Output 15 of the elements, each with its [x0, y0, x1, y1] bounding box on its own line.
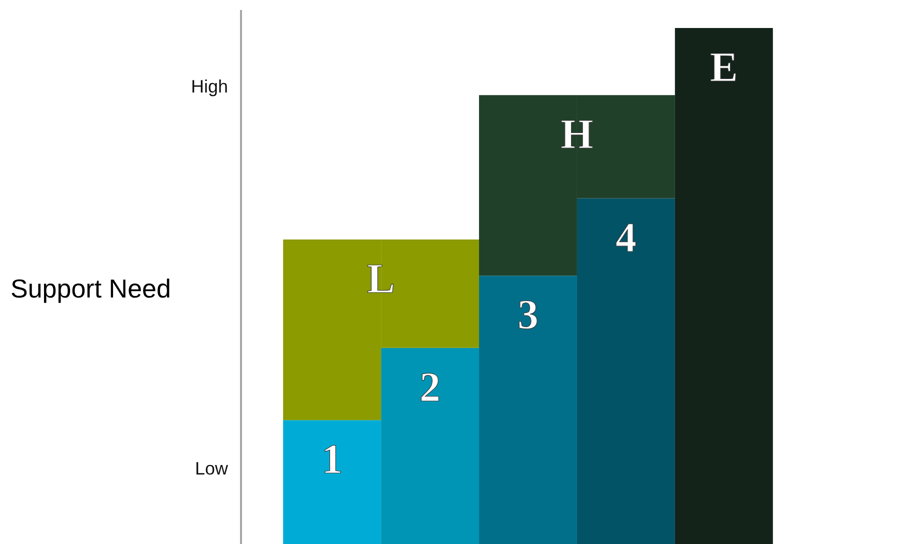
bar	[674, 28, 773, 544]
text: Low	[194, 458, 228, 480]
series-label: L	[367, 256, 396, 303]
series-label: H	[560, 112, 594, 158]
text: High	[190, 76, 228, 98]
series-label: 1	[322, 437, 343, 484]
series-label: E	[710, 45, 738, 91]
series-label: 2	[420, 364, 441, 411]
bar	[283, 420, 382, 544]
y-axis-title: Support Need	[10, 274, 171, 304]
series-label: 3	[518, 292, 538, 339]
bar	[479, 276, 577, 544]
bar	[381, 348, 480, 544]
bar	[576, 198, 675, 544]
series-label: 4	[615, 215, 636, 262]
